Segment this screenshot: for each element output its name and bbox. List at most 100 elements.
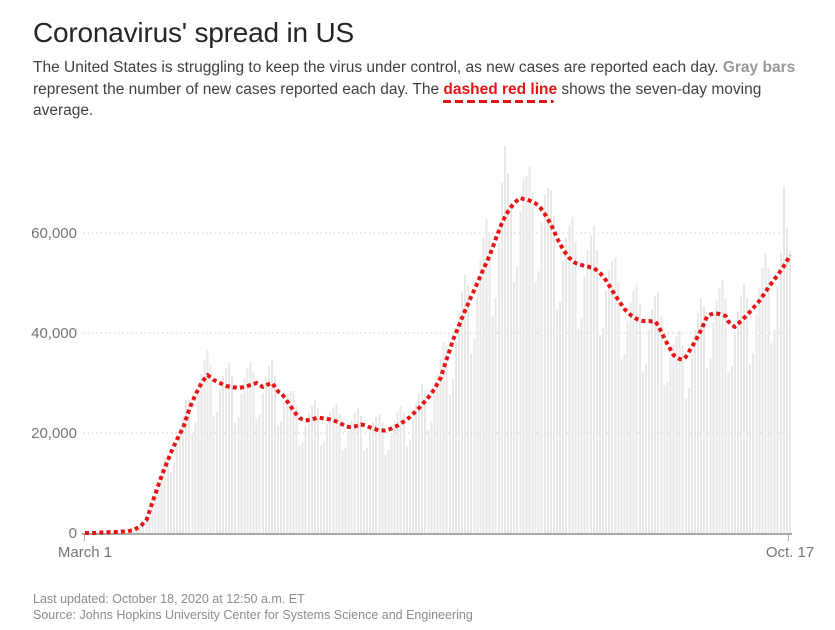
bar-day-104 [402,412,405,533]
bar-day-25 [160,469,163,533]
bar-day-149 [540,222,543,533]
bar-day-85 [344,447,347,533]
bar-day-55 [252,372,255,533]
bar-day-98 [384,455,387,533]
bar-day-151 [546,188,549,533]
bar-day-199 [694,330,696,533]
bar-day-100 [390,432,393,533]
bar-day-182 [641,372,644,533]
bar-day-210 [727,372,730,533]
bar-day-122 [458,313,460,533]
bar-day-83 [338,414,341,533]
x-axis-label-0: March 1 [58,544,112,561]
bar-day-196 [684,399,687,533]
bar-day-176 [623,354,626,533]
bar-day-24 [157,481,160,533]
bar-day-57 [258,414,261,533]
bar-day-217 [749,364,752,533]
bar-day-26 [163,457,166,533]
bar-day-111 [424,390,427,533]
bar-day-29 [172,463,175,533]
gray-bars-label: Gray bars [722,59,796,76]
bar-day-66 [286,393,289,533]
bar-day-211 [730,366,733,533]
bar-day-144 [525,175,528,533]
bar-day-157 [565,237,568,533]
bar-day-120 [451,379,454,533]
bar-day-82 [335,403,338,533]
bar-day-92 [366,447,368,533]
source-text: Source: Johns Hopkins University Center … [33,607,473,622]
bar-day-195 [681,345,684,533]
bar-day-160 [574,241,577,533]
bar-day-43 [215,412,218,533]
bar-day-69 [295,405,298,533]
bar-day-76 [317,408,319,533]
bar-day-72 [304,425,307,533]
bar-day-191 [669,357,672,533]
bar-day-222 [764,253,767,533]
bar-day-228 [782,186,785,533]
bar-day-224 [770,343,773,533]
bar-day-184 [648,329,650,533]
bar-day-128 [476,293,479,533]
covid-cases-chart: 0 20,000 40,000 60,000 March 1 Oct. 17 [31,145,814,561]
bar-day-136 [500,183,503,533]
bar-day-58 [261,393,264,533]
bar-day-154 [556,309,558,533]
bar-day-6 [102,532,105,533]
last-updated-text: Last updated: October 18, 2020 at 12:50 … [33,592,305,606]
bar-day-214 [740,295,742,533]
bar-day-127 [473,338,476,533]
bar-day-130 [482,237,485,533]
bar-day-174 [617,281,620,533]
bar-day-109 [418,393,421,533]
daily-cases-bars [96,145,791,533]
bar-day-35 [191,433,194,533]
bar-day-91 [362,451,365,533]
bar-day-201 [700,297,703,533]
bar-day-40 [206,349,209,533]
bar-day-75 [313,400,316,533]
bar-day-203 [706,368,709,533]
bar-day-167 [595,249,598,533]
bar-day-38 [200,374,203,533]
bar-day-53 [246,368,249,533]
bar-day-150 [543,195,546,533]
bar-day-156 [562,261,565,533]
bar-day-41 [209,365,212,533]
bar-day-116 [439,359,442,533]
bar-day-44 [218,389,221,533]
bar-day-117 [442,342,445,533]
dashed-red-line-label: dashed red line [443,80,558,103]
bar-day-89 [356,408,359,533]
bar-day-132 [488,233,491,533]
bar-day-223 [767,268,770,533]
bar-day-42 [212,416,215,533]
bar-day-32 [182,415,185,533]
bar-day-19 [142,522,145,533]
bar-day-108 [415,403,417,533]
bar-day-87 [350,420,353,533]
bar-day-198 [690,354,693,533]
bar-day-39 [203,360,206,533]
bar-day-48 [231,375,234,533]
bar-day-11 [117,531,120,533]
bar-day-189 [663,385,666,533]
bar-day-96 [378,414,381,533]
bar-day-192 [672,344,675,533]
x-axis-label-1: Oct. 17 [766,544,814,561]
bar-day-95 [375,417,378,533]
bar-day-142 [519,211,522,533]
bar-day-20 [145,519,148,533]
bar-day-119 [448,394,451,533]
bar-day-187 [657,292,660,533]
bar-day-215 [743,283,745,533]
bar-day-97 [381,422,384,533]
bar-day-86 [347,431,350,533]
bar-day-102 [396,412,399,533]
bar-day-227 [779,253,782,533]
chart-description: The United States is struggling to keep … [33,57,801,122]
bar-day-186 [654,296,657,533]
bar-day-99 [387,450,390,533]
